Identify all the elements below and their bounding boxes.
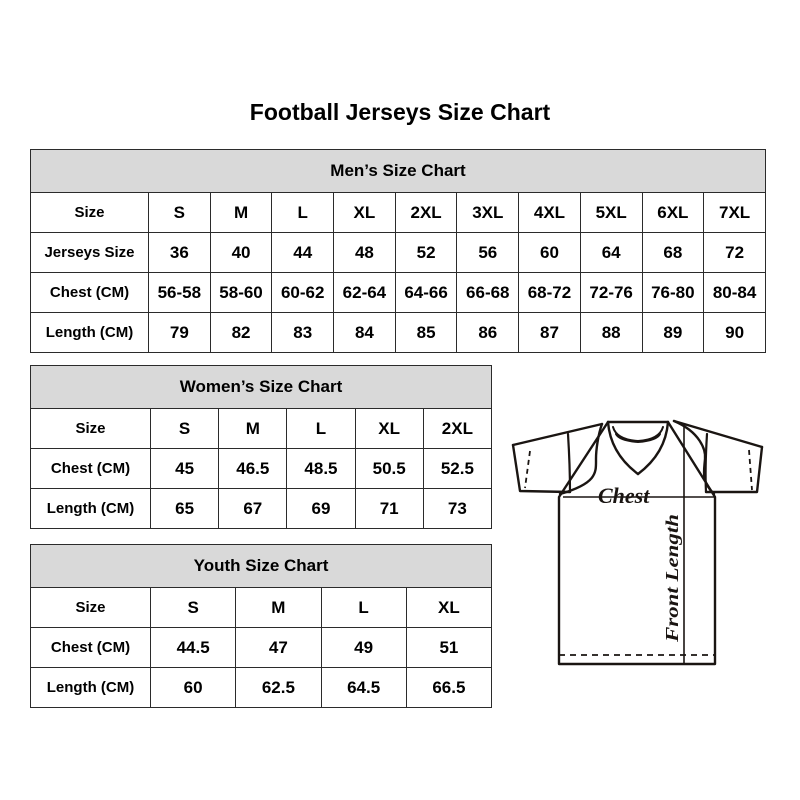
svg-text:Front Length: Front Length	[662, 514, 682, 643]
svg-text:Chest: Chest	[598, 483, 650, 508]
